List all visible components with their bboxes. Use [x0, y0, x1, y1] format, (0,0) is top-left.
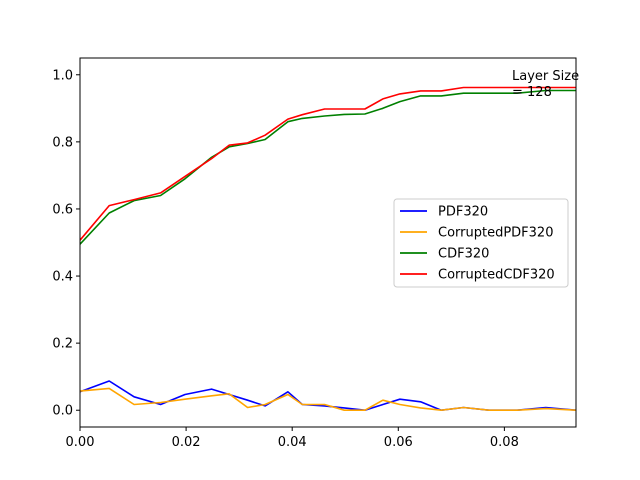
series-lines [79, 86, 577, 412]
y-tick-label: 0.0 [52, 404, 73, 419]
x-tick-label: 0.08 [490, 435, 519, 450]
y-tick-label: 0.4 [52, 270, 73, 285]
x-tick-label: 0.02 [172, 435, 201, 450]
annotation-line-1: Layer Size [512, 69, 579, 84]
legend-label: CorruptedPDF320 [438, 226, 553, 241]
y-tick-label: 0.8 [52, 135, 73, 150]
plot-frame [79, 57, 577, 428]
legend: PDF320 CorruptedPDF320 CDF320 CorruptedCDF3… [393, 198, 569, 288]
legend-label: CDF320 [438, 247, 489, 262]
y-tick-label: 0.6 [52, 202, 73, 217]
y-tick-label: 0.2 [52, 337, 73, 352]
x-tick-label: 0.04 [278, 435, 307, 450]
x-tick-label: 0.06 [384, 435, 413, 450]
annotation-line-2: = 128 [512, 85, 552, 100]
y-tick-label: 1.0 [52, 68, 73, 83]
x-tick-label: 0.00 [66, 435, 95, 450]
y-axis: 0.0 0.2 0.4 0.6 0.8 1.0 [52, 68, 80, 419]
series-line-corruptedpdf320 [79, 387, 577, 412]
legend-box [393, 198, 569, 288]
legend-label: CorruptedCDF320 [438, 268, 555, 283]
legend-label: PDF320 [438, 205, 488, 220]
x-axis: 0.00 0.02 0.04 0.06 0.08 [66, 427, 519, 450]
series-line-corruptedcdf320 [79, 86, 576, 241]
series-line-cdf320 [79, 89, 576, 245]
